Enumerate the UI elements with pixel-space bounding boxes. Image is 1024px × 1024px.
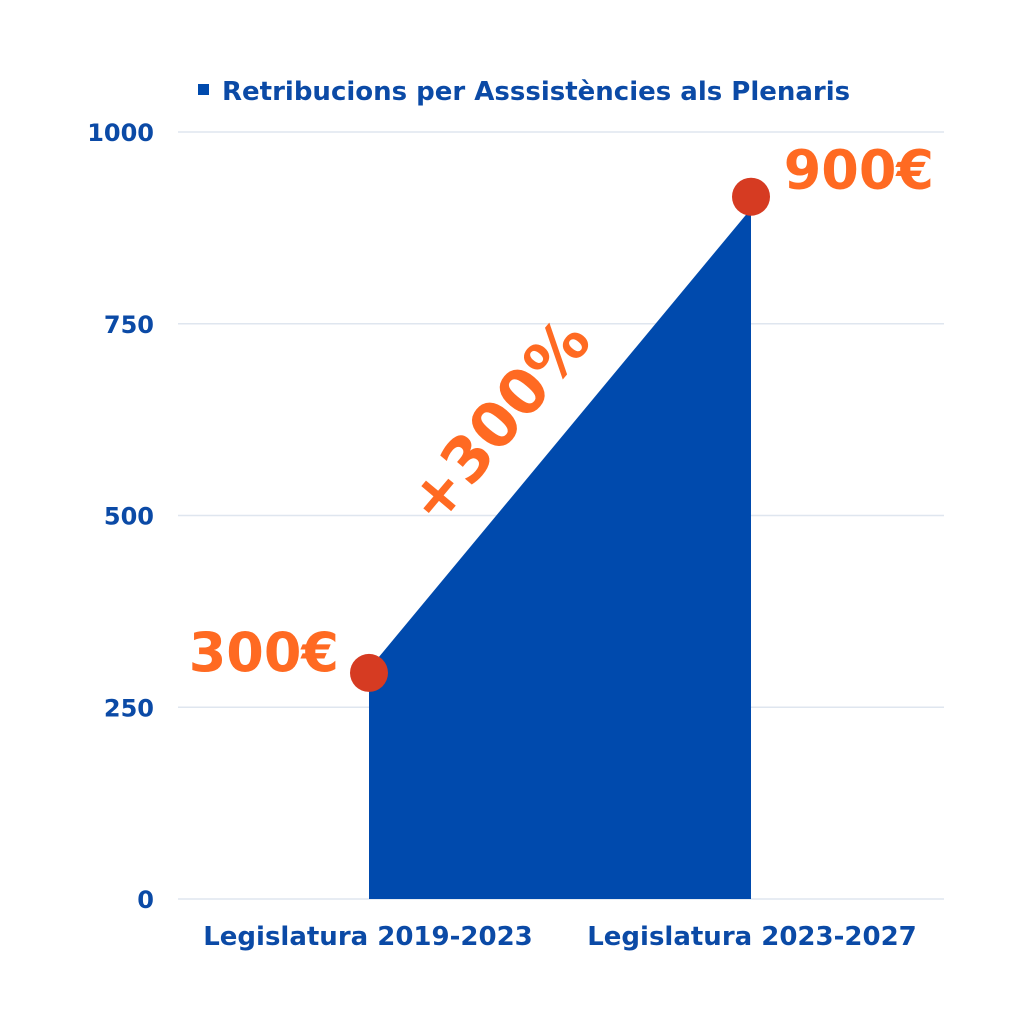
y-tick-label: 750 xyxy=(104,311,154,339)
y-tick-label: 1000 xyxy=(87,119,154,147)
y-axis-ticks: 0 250 500 750 1000 xyxy=(87,119,154,914)
x-category-label: Legislatura 2023-2027 xyxy=(587,922,917,952)
legend: Retribucions per Asssistències als Plena… xyxy=(198,77,850,107)
data-label: 300€ xyxy=(189,621,339,684)
y-tick-label: 250 xyxy=(104,694,154,722)
x-category-label: Legislatura 2019-2023 xyxy=(203,922,533,952)
legend-swatch xyxy=(198,84,209,95)
y-tick-label: 500 xyxy=(104,503,154,531)
y-tick-label: 0 xyxy=(137,886,154,914)
data-point-marker xyxy=(350,653,388,692)
x-axis-categories: Legislatura 2019-2023 Legislatura 2023-20… xyxy=(203,922,917,952)
data-label: 900€ xyxy=(784,139,934,202)
legend-entry: Retribucions per Asssistències als Plena… xyxy=(222,77,850,107)
data-point-marker xyxy=(732,177,770,216)
area-series xyxy=(369,208,751,899)
data-markers xyxy=(350,177,770,692)
area-fill xyxy=(369,208,751,899)
data-labels: 300€ 900€ xyxy=(189,139,934,684)
